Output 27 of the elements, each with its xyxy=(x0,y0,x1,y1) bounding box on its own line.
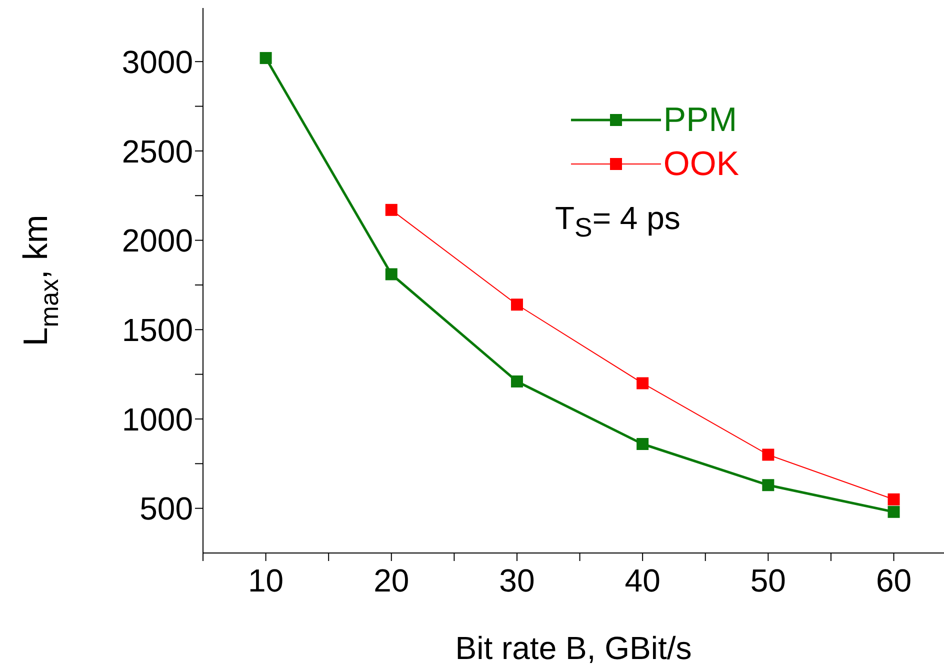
point xyxy=(888,493,900,506)
point xyxy=(510,375,523,388)
point xyxy=(762,479,774,492)
x-tick-label: 10 xyxy=(248,562,284,599)
x-tick-label: 40 xyxy=(624,562,660,599)
point xyxy=(510,298,523,311)
y-tick-label: 1000 xyxy=(122,401,193,438)
y-tick-label: 3000 xyxy=(122,44,193,80)
point xyxy=(636,438,649,450)
x-tick-label: 60 xyxy=(876,562,912,599)
x-tick-label: 50 xyxy=(750,562,786,599)
x-axis-title: Bit rate B, GBit/s xyxy=(455,630,692,666)
y-tick-label: 2500 xyxy=(122,133,193,170)
point xyxy=(762,448,774,461)
legend-label: OOK xyxy=(663,144,739,184)
point xyxy=(636,377,649,390)
point xyxy=(385,268,398,280)
point xyxy=(260,52,272,64)
point xyxy=(888,506,900,518)
annotation: T$_{S}$= 4 ps xyxy=(555,200,680,244)
y-tick-label: 500 xyxy=(140,490,193,527)
x-tick-label: 30 xyxy=(499,562,535,599)
y-tick-label: 1500 xyxy=(122,312,193,348)
y-tick-label: 2000 xyxy=(122,222,193,259)
x-tick-label: 20 xyxy=(374,562,410,599)
legend-label: PPM xyxy=(663,100,738,140)
point xyxy=(385,204,398,216)
